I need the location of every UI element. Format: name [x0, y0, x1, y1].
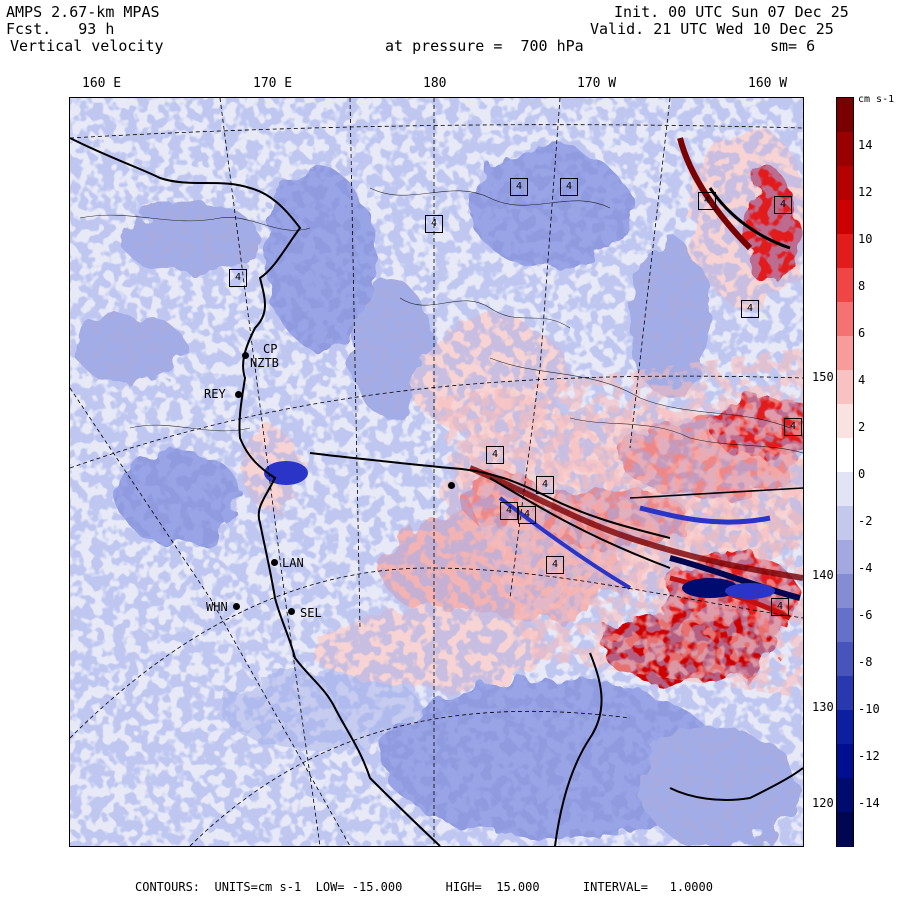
- lon-label-160e: 160 E: [82, 76, 122, 91]
- contour-info: CONTOURS: UNITS=cm s-1 LOW= -15.000 HIGH…: [135, 880, 713, 894]
- contour-label: 4: [510, 178, 528, 196]
- colorbar-tick-label: 10: [858, 232, 873, 246]
- station-marker: [271, 559, 278, 566]
- station-marker: [288, 608, 295, 615]
- init-time: Init. 00 UTC Sun 07 Dec 25: [614, 3, 849, 21]
- lon-label-170e: 170 E: [253, 76, 293, 91]
- forecast-hour: Fcst. 93 h: [6, 20, 115, 38]
- colorbar-segment: [837, 268, 853, 303]
- colorbar-segment: [837, 574, 853, 609]
- colorbar-segment: [837, 404, 853, 439]
- colorbar-segment: [837, 540, 853, 575]
- contour-label: 4: [560, 178, 578, 196]
- station-marker: [233, 603, 240, 610]
- valid-time: Valid. 21 UTC Wed 10 Dec 25: [590, 20, 834, 38]
- colorbar-segment: [837, 302, 853, 337]
- colorbar-segment: [837, 642, 853, 677]
- colorbar-tick-label: 4: [858, 373, 866, 387]
- colorbar-segment: [837, 608, 853, 643]
- station-marker: [242, 352, 249, 359]
- lon-label-180: 180: [423, 76, 447, 91]
- colorbar-tick-label: -12: [858, 749, 880, 763]
- colorbar-tick-label: -14: [858, 796, 880, 810]
- colorbar-segment: [837, 676, 853, 711]
- colorbar-segment: [837, 336, 853, 371]
- pressure-level: at pressure = 700 hPa: [385, 37, 584, 55]
- vertical-velocity-map: [70, 98, 803, 846]
- colorbar: [836, 97, 854, 847]
- field-name: Vertical velocity: [10, 37, 164, 55]
- contour-label: 4: [500, 502, 518, 520]
- contour-label: 4: [518, 506, 536, 524]
- contour-label: 4: [774, 196, 792, 214]
- station-marker: [235, 391, 242, 398]
- smoothing: sm= 6: [770, 37, 816, 55]
- contour-label: 4: [486, 446, 504, 464]
- contour-label: 4: [771, 598, 789, 616]
- colorbar-tick-label: 0: [858, 467, 866, 481]
- colorbar-segment: [837, 744, 853, 779]
- colorbar-tick-label: -6: [858, 608, 873, 622]
- colorbar-tick-label: 8: [858, 279, 866, 293]
- colorbar-tick-label: 6: [858, 326, 866, 340]
- colorbar-tick-label: 2: [858, 420, 866, 434]
- lon-label-160w: 160 W: [748, 76, 788, 91]
- colorbar-tick-label: -8: [858, 655, 873, 669]
- colorbar-tick-label: -2: [858, 514, 873, 528]
- station-label-whn: WHN: [206, 600, 228, 614]
- station-label-sel: SEL: [300, 606, 322, 620]
- colorbar-segment: [837, 370, 853, 405]
- colorbar-segment: [837, 166, 853, 201]
- colorbar-tick-label: 12: [858, 185, 873, 199]
- colorbar-unit: cm s-1: [858, 94, 895, 105]
- model-title: AMPS 2.67-km MPAS: [6, 3, 160, 21]
- station-label-rey: REY: [204, 387, 226, 401]
- colorbar-segment: [837, 472, 853, 507]
- contour-label: 4: [425, 215, 443, 233]
- colorbar-segment: [837, 506, 853, 541]
- map-panel[interactable]: 4 4 4 4 4 4 4 4 4 4 4 4 4 4 CP NZTB REY …: [69, 97, 804, 847]
- colorbar-segment: [837, 438, 853, 473]
- colorbar-segment: [837, 778, 853, 813]
- station-label-cp: CP: [263, 342, 278, 356]
- colorbar-segment: [837, 132, 853, 167]
- contour-label: 4: [536, 476, 554, 494]
- colorbar-tick-label: -10: [858, 702, 880, 716]
- colorbar-tick-label: 14: [858, 138, 873, 152]
- contour-label: 4: [784, 418, 802, 436]
- colorbar-segment: [837, 234, 853, 269]
- station-label-lan: LAN: [282, 556, 304, 570]
- station-marker: [448, 482, 455, 489]
- contour-label: 4: [229, 269, 247, 287]
- colorbar-segment: [837, 98, 853, 133]
- contour-label: 4: [698, 192, 716, 210]
- colorbar-segment: [837, 710, 853, 745]
- lon-label-170w: 170 W: [577, 76, 617, 91]
- contour-label: 4: [546, 556, 564, 574]
- colorbar-segment: [837, 200, 853, 235]
- colorbar-segment: [837, 812, 853, 847]
- contour-label: 4: [741, 300, 759, 318]
- station-label-nztb: NZTB: [250, 356, 279, 370]
- colorbar-tick-label: -4: [858, 561, 873, 575]
